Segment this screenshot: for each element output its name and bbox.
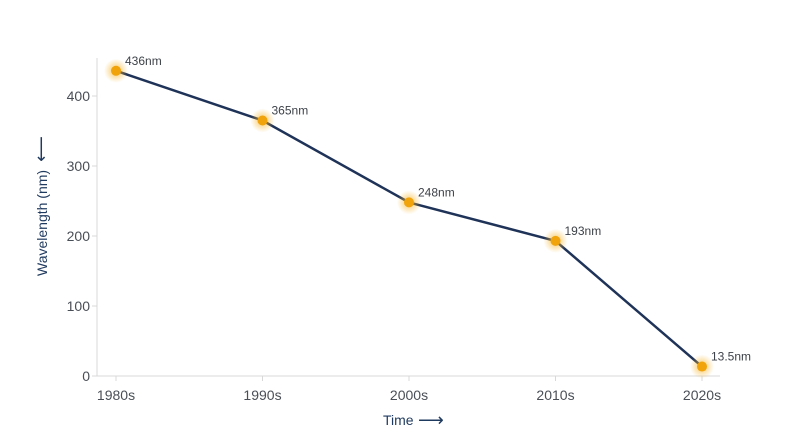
series-line [115,69,703,368]
data-label: 13.5nm [711,350,751,364]
data-point [257,115,268,126]
y-tick-label: 100 [67,298,91,314]
y-axis-title-group: Wavelength (nm) ⟵ [31,136,51,276]
x-tick-label: 1990s [243,387,281,403]
data-point [550,235,561,246]
axes [96,58,720,377]
y-axis-arrow: ⟵ [31,136,51,162]
data-point [111,65,121,76]
y-axis-title: Wavelength (nm) [34,170,50,276]
markers [104,58,714,379]
y-tick-label: 400 [67,88,91,104]
data-labels: 436nm 365nm 248nm 193nm 13.5nm [125,54,751,364]
x-axis-title-group: Time ⟶ [383,410,444,430]
x-tick-label: 2020s [683,387,721,403]
y-tick-label: 300 [67,158,91,174]
x-tick-label: 1980s [97,387,135,403]
data-point [404,197,414,208]
data-label: 436nm [125,54,162,68]
data-label: 193nm [565,224,602,238]
x-axis-title: Time [383,412,414,428]
data-label: 248nm [418,185,455,199]
data-point [697,361,707,372]
y-tick-label: 200 [67,228,91,244]
x-tick-label: 2010s [536,387,574,403]
y-tick-label: 0 [82,368,90,384]
y-ticks: 0 100 200 300 400 [67,88,97,384]
x-axis-arrow: ⟶ [418,410,444,430]
x-tick-label: 2000s [390,387,428,403]
data-label: 365nm [272,104,309,118]
x-ticks: 1980s 1990s 2000s 2010s 2020s [97,376,721,403]
